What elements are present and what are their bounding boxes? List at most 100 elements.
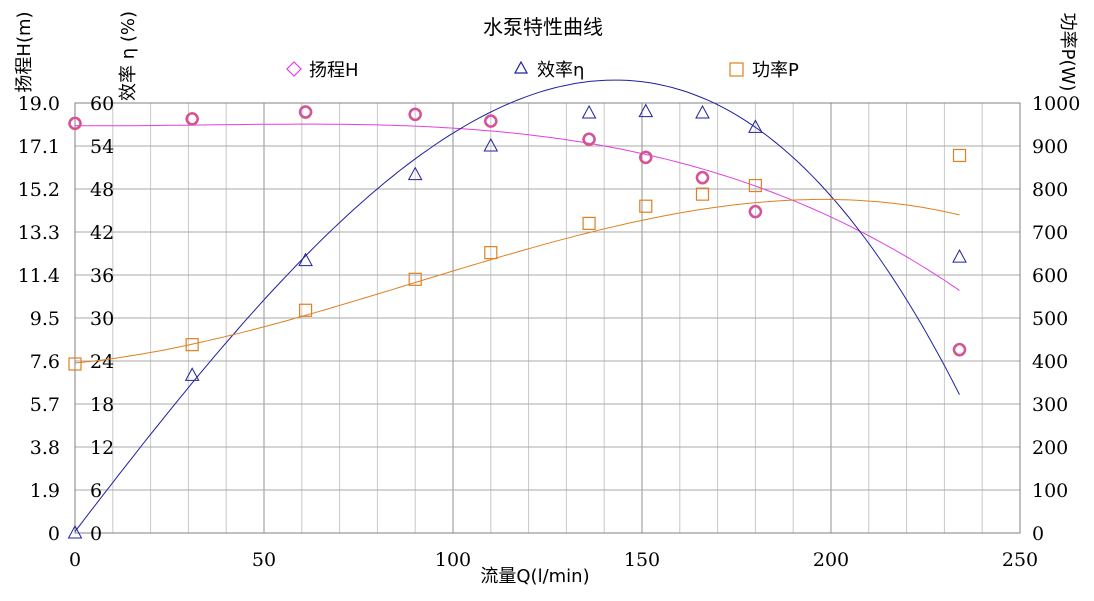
head-point-circle xyxy=(68,116,82,131)
head-point-circle xyxy=(695,170,710,185)
power-point xyxy=(582,216,596,230)
tick-label-efficiency: 54 xyxy=(90,136,114,158)
efficiency-point xyxy=(638,103,654,118)
tick-label-head: 0 xyxy=(48,523,60,545)
power-point xyxy=(298,303,313,317)
tick-label-efficiency: 0 xyxy=(90,523,102,545)
legend-power-marker xyxy=(729,62,744,77)
power-point xyxy=(748,178,763,193)
head-point-diamond xyxy=(582,132,597,147)
data-markers xyxy=(67,103,967,539)
power-point xyxy=(185,338,199,352)
tick-label-power: 0 xyxy=(1032,523,1044,545)
power-point xyxy=(695,187,710,201)
head-point-circle xyxy=(748,204,763,219)
axis-ticks: 0 1.9 3.8 5.7 7.6 9.5 11.4 13.3 15.2 17.1 19.0 0 6 12… xyxy=(18,93,1081,571)
efficiency-point xyxy=(298,252,313,267)
legend-head-label: 扬程H xyxy=(309,60,359,81)
head-point-circle xyxy=(639,150,653,165)
efficiency-point xyxy=(952,249,967,263)
tick-label-x: 250 xyxy=(1002,549,1038,571)
y-axis-label-power: 功率P(W) xyxy=(1057,13,1078,92)
curve-diamond xyxy=(74,123,960,291)
tick-label-head: 7.6 xyxy=(30,351,60,373)
tick-label-power: 600 xyxy=(1032,265,1068,287)
tick-label-head: 11.4 xyxy=(18,265,60,287)
tick-label-head: 15.2 xyxy=(18,179,60,201)
y-axis-label-head: 扬程H(m) xyxy=(14,11,35,92)
head-point-diamond xyxy=(483,114,498,129)
tick-label-power: 700 xyxy=(1032,222,1068,244)
tick-label-power: 200 xyxy=(1032,437,1068,459)
legend-item-power: 功率P xyxy=(729,60,799,81)
efficiency-point xyxy=(483,137,499,152)
tick-label-power: 100 xyxy=(1032,480,1068,502)
head-point-diamond xyxy=(67,116,83,131)
head-point-circle xyxy=(185,112,199,126)
fit-curves xyxy=(74,79,960,532)
head-point-circle xyxy=(484,114,498,128)
plot-frame xyxy=(74,102,1021,534)
efficiency-point xyxy=(184,367,200,381)
efficiency-point xyxy=(748,119,763,133)
tick-label-power: 500 xyxy=(1032,308,1068,330)
head-point-circle xyxy=(952,342,967,357)
legend: 扬程H 效率η 功率P xyxy=(286,60,799,81)
y-axis-label-efficiency: 效率 η (%) xyxy=(118,11,139,101)
tick-label-head: 9.5 xyxy=(30,308,60,330)
tick-label-efficiency: 60 xyxy=(90,93,114,115)
tick-label-x: 150 xyxy=(624,549,660,571)
tick-label-efficiency: 48 xyxy=(90,179,114,201)
efficiency-point xyxy=(581,104,597,119)
power-point xyxy=(952,148,967,163)
tick-label-head: 17.1 xyxy=(18,136,60,158)
tick-label-x: 50 xyxy=(252,549,276,571)
head-point-diamond xyxy=(185,111,200,126)
tick-label-power: 1000 xyxy=(1032,93,1080,115)
tick-label-head: 13.3 xyxy=(18,222,60,244)
head-point-circle xyxy=(298,105,313,119)
power-point xyxy=(408,272,422,286)
efficiency-point xyxy=(67,524,83,539)
head-point-diamond xyxy=(952,342,967,357)
tick-label-efficiency: 12 xyxy=(90,437,114,459)
efficiency-point xyxy=(695,104,710,119)
efficiency-point xyxy=(407,166,423,181)
legend-item-efficiency: 效率η xyxy=(513,60,584,81)
tick-label-x: 0 xyxy=(69,549,81,571)
tick-label-head: 5.7 xyxy=(30,394,60,416)
tick-label-efficiency: 42 xyxy=(90,222,114,244)
plot-grid xyxy=(74,102,1021,534)
tick-label-power: 400 xyxy=(1032,351,1068,373)
power-point xyxy=(484,246,498,260)
legend-power-label: 功率P xyxy=(752,60,799,81)
tick-label-head: 19.0 xyxy=(18,93,60,115)
head-point-circle xyxy=(582,132,596,146)
tick-label-efficiency: 30 xyxy=(90,308,114,330)
tick-label-efficiency: 36 xyxy=(90,265,114,287)
tick-label-power: 900 xyxy=(1032,136,1068,158)
tick-label-head: 1.9 xyxy=(30,480,60,502)
tick-label-efficiency: 24 xyxy=(90,351,114,373)
tick-label-power: 800 xyxy=(1032,179,1068,201)
tick-label-power: 300 xyxy=(1032,394,1068,416)
tick-label-head: 3.8 xyxy=(30,437,60,459)
x-axis-label: 流量Q(l/min) xyxy=(480,566,589,587)
power-point xyxy=(639,199,653,213)
power-point xyxy=(68,357,82,371)
legend-item-head: 扬程H xyxy=(286,60,359,81)
head-point-diamond xyxy=(695,170,710,185)
curve-square xyxy=(74,198,960,364)
tick-label-x: 200 xyxy=(813,549,849,571)
tick-label-efficiency: 18 xyxy=(90,394,114,416)
head-point-circle xyxy=(408,107,422,122)
legend-efficiency-label: 效率η xyxy=(537,60,584,81)
tick-label-x: 100 xyxy=(435,549,471,571)
head-point-diamond xyxy=(748,204,763,219)
legend-head-marker xyxy=(286,61,302,77)
head-point-diamond xyxy=(638,150,653,165)
curve-triangle xyxy=(74,79,960,532)
head-point-diamond xyxy=(408,107,423,122)
tick-label-efficiency: 6 xyxy=(90,480,102,502)
